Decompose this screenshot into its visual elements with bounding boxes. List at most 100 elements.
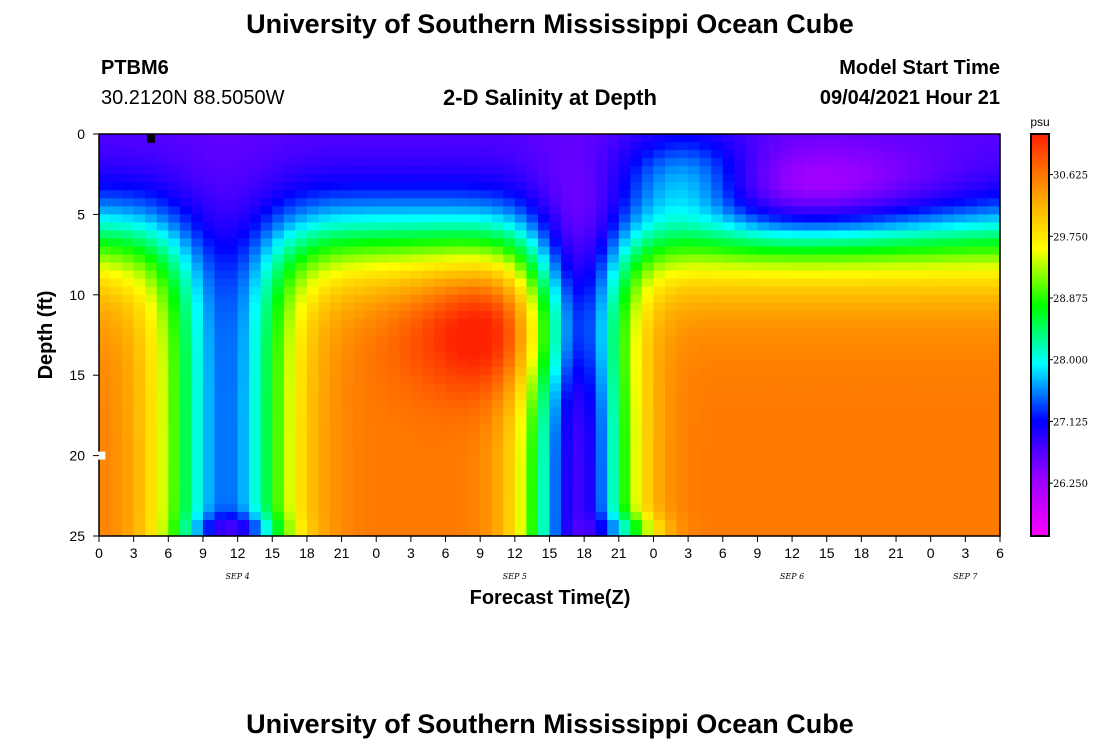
heatmap-cell xyxy=(156,455,169,465)
heatmap-cell xyxy=(537,206,551,215)
heatmap-cell xyxy=(260,214,273,224)
heatmap-cell xyxy=(353,431,366,441)
heatmap-cell xyxy=(202,286,216,296)
heatmap-cell xyxy=(179,383,193,392)
heatmap-cell xyxy=(607,230,620,240)
heatmap-cell xyxy=(110,375,123,384)
heatmap-cell xyxy=(572,391,585,400)
heatmap-cell xyxy=(699,335,712,344)
heatmap-cell xyxy=(491,527,504,537)
heatmap-cell xyxy=(815,367,828,376)
heatmap-cell xyxy=(549,423,562,433)
heatmap-cell xyxy=(330,206,343,215)
heatmap-cell xyxy=(607,471,620,481)
heatmap-cell xyxy=(676,294,689,304)
heatmap-cell xyxy=(618,383,631,392)
heatmap-cell xyxy=(607,190,620,199)
heatmap-cell xyxy=(445,423,458,433)
heatmap-cell xyxy=(849,503,862,513)
heatmap-cell xyxy=(399,495,412,505)
heatmap-cell xyxy=(688,367,701,376)
heatmap-cell xyxy=(826,262,839,272)
heatmap-cell xyxy=(930,455,943,465)
heatmap-cell xyxy=(896,238,909,248)
x-day-label: SEP 4 xyxy=(225,572,249,581)
heatmap-cell xyxy=(665,134,678,143)
heatmap-cell xyxy=(641,511,655,521)
heatmap-cell xyxy=(641,310,655,320)
heatmap-cell xyxy=(306,391,320,400)
heatmap-cell xyxy=(526,399,539,408)
heatmap-cell xyxy=(364,479,377,489)
heatmap-cell xyxy=(976,407,990,416)
heatmap-cell xyxy=(607,375,620,384)
heatmap-cell xyxy=(341,495,354,505)
heatmap-cell xyxy=(202,294,216,304)
heatmap-cell xyxy=(734,326,747,336)
heatmap-cell xyxy=(641,326,655,336)
heatmap-cell xyxy=(607,270,620,280)
heatmap-cells xyxy=(99,134,1001,537)
heatmap-cell xyxy=(768,447,782,457)
heatmap-cell xyxy=(976,431,990,441)
heatmap-cell xyxy=(988,439,1001,449)
heatmap-cell xyxy=(665,310,678,320)
heatmap-cell xyxy=(907,182,920,191)
heatmap-cell xyxy=(364,198,377,207)
heatmap-cell xyxy=(757,479,770,489)
heatmap-cell xyxy=(260,471,273,481)
heatmap-cell xyxy=(537,455,551,465)
heatmap-cell xyxy=(364,286,377,296)
heatmap-cell xyxy=(930,182,943,191)
heatmap-cell xyxy=(953,294,966,304)
heatmap-cell xyxy=(445,399,458,408)
colorbar-gradient xyxy=(1030,133,1050,537)
heatmap-cell xyxy=(653,367,666,376)
heatmap-cell xyxy=(422,326,435,336)
heatmap-cell xyxy=(641,262,655,272)
heatmap-cell xyxy=(341,134,354,143)
heatmap-cell xyxy=(376,511,389,521)
heatmap-cell xyxy=(433,471,447,481)
heatmap-cell xyxy=(630,182,643,191)
heatmap-cell xyxy=(526,174,539,183)
heatmap-cell xyxy=(618,302,631,312)
heatmap-cell xyxy=(861,310,874,320)
heatmap-cell xyxy=(410,447,424,457)
heatmap-cell xyxy=(699,238,712,248)
heatmap-cell xyxy=(537,182,551,191)
heatmap-cell xyxy=(376,278,389,288)
heatmap-cell xyxy=(122,343,135,352)
heatmap-cell xyxy=(318,278,331,288)
heatmap-cell xyxy=(815,511,828,521)
heatmap-cell xyxy=(561,294,574,304)
heatmap-cell xyxy=(364,407,377,416)
heatmap-cell xyxy=(145,503,158,513)
heatmap-cell xyxy=(168,278,181,288)
heatmap-cell xyxy=(179,294,193,304)
heatmap-cell xyxy=(526,439,539,449)
heatmap-cell xyxy=(99,286,112,296)
heatmap-cell xyxy=(237,479,250,489)
heatmap-cell xyxy=(503,246,516,256)
heatmap-cell xyxy=(283,310,296,320)
heatmap-cell xyxy=(549,182,562,191)
heatmap-cell xyxy=(572,206,585,215)
heatmap-cell xyxy=(537,286,551,296)
heatmap-cell xyxy=(688,455,701,465)
heatmap-cell xyxy=(561,399,574,408)
heatmap-cell xyxy=(514,431,527,441)
heatmap-cell xyxy=(283,286,296,296)
heatmap-cell xyxy=(433,222,447,232)
heatmap-cell xyxy=(780,214,793,224)
heatmap-cell xyxy=(410,503,424,513)
heatmap-cell xyxy=(306,447,320,457)
heatmap-cell xyxy=(272,310,285,320)
heatmap-cell xyxy=(318,182,331,191)
heatmap-cell xyxy=(849,214,862,224)
heatmap-cell xyxy=(480,302,493,312)
heatmap-cell xyxy=(896,343,909,352)
heatmap-cell xyxy=(283,190,296,199)
heatmap-cell xyxy=(965,383,978,392)
heatmap-cell xyxy=(815,246,828,256)
